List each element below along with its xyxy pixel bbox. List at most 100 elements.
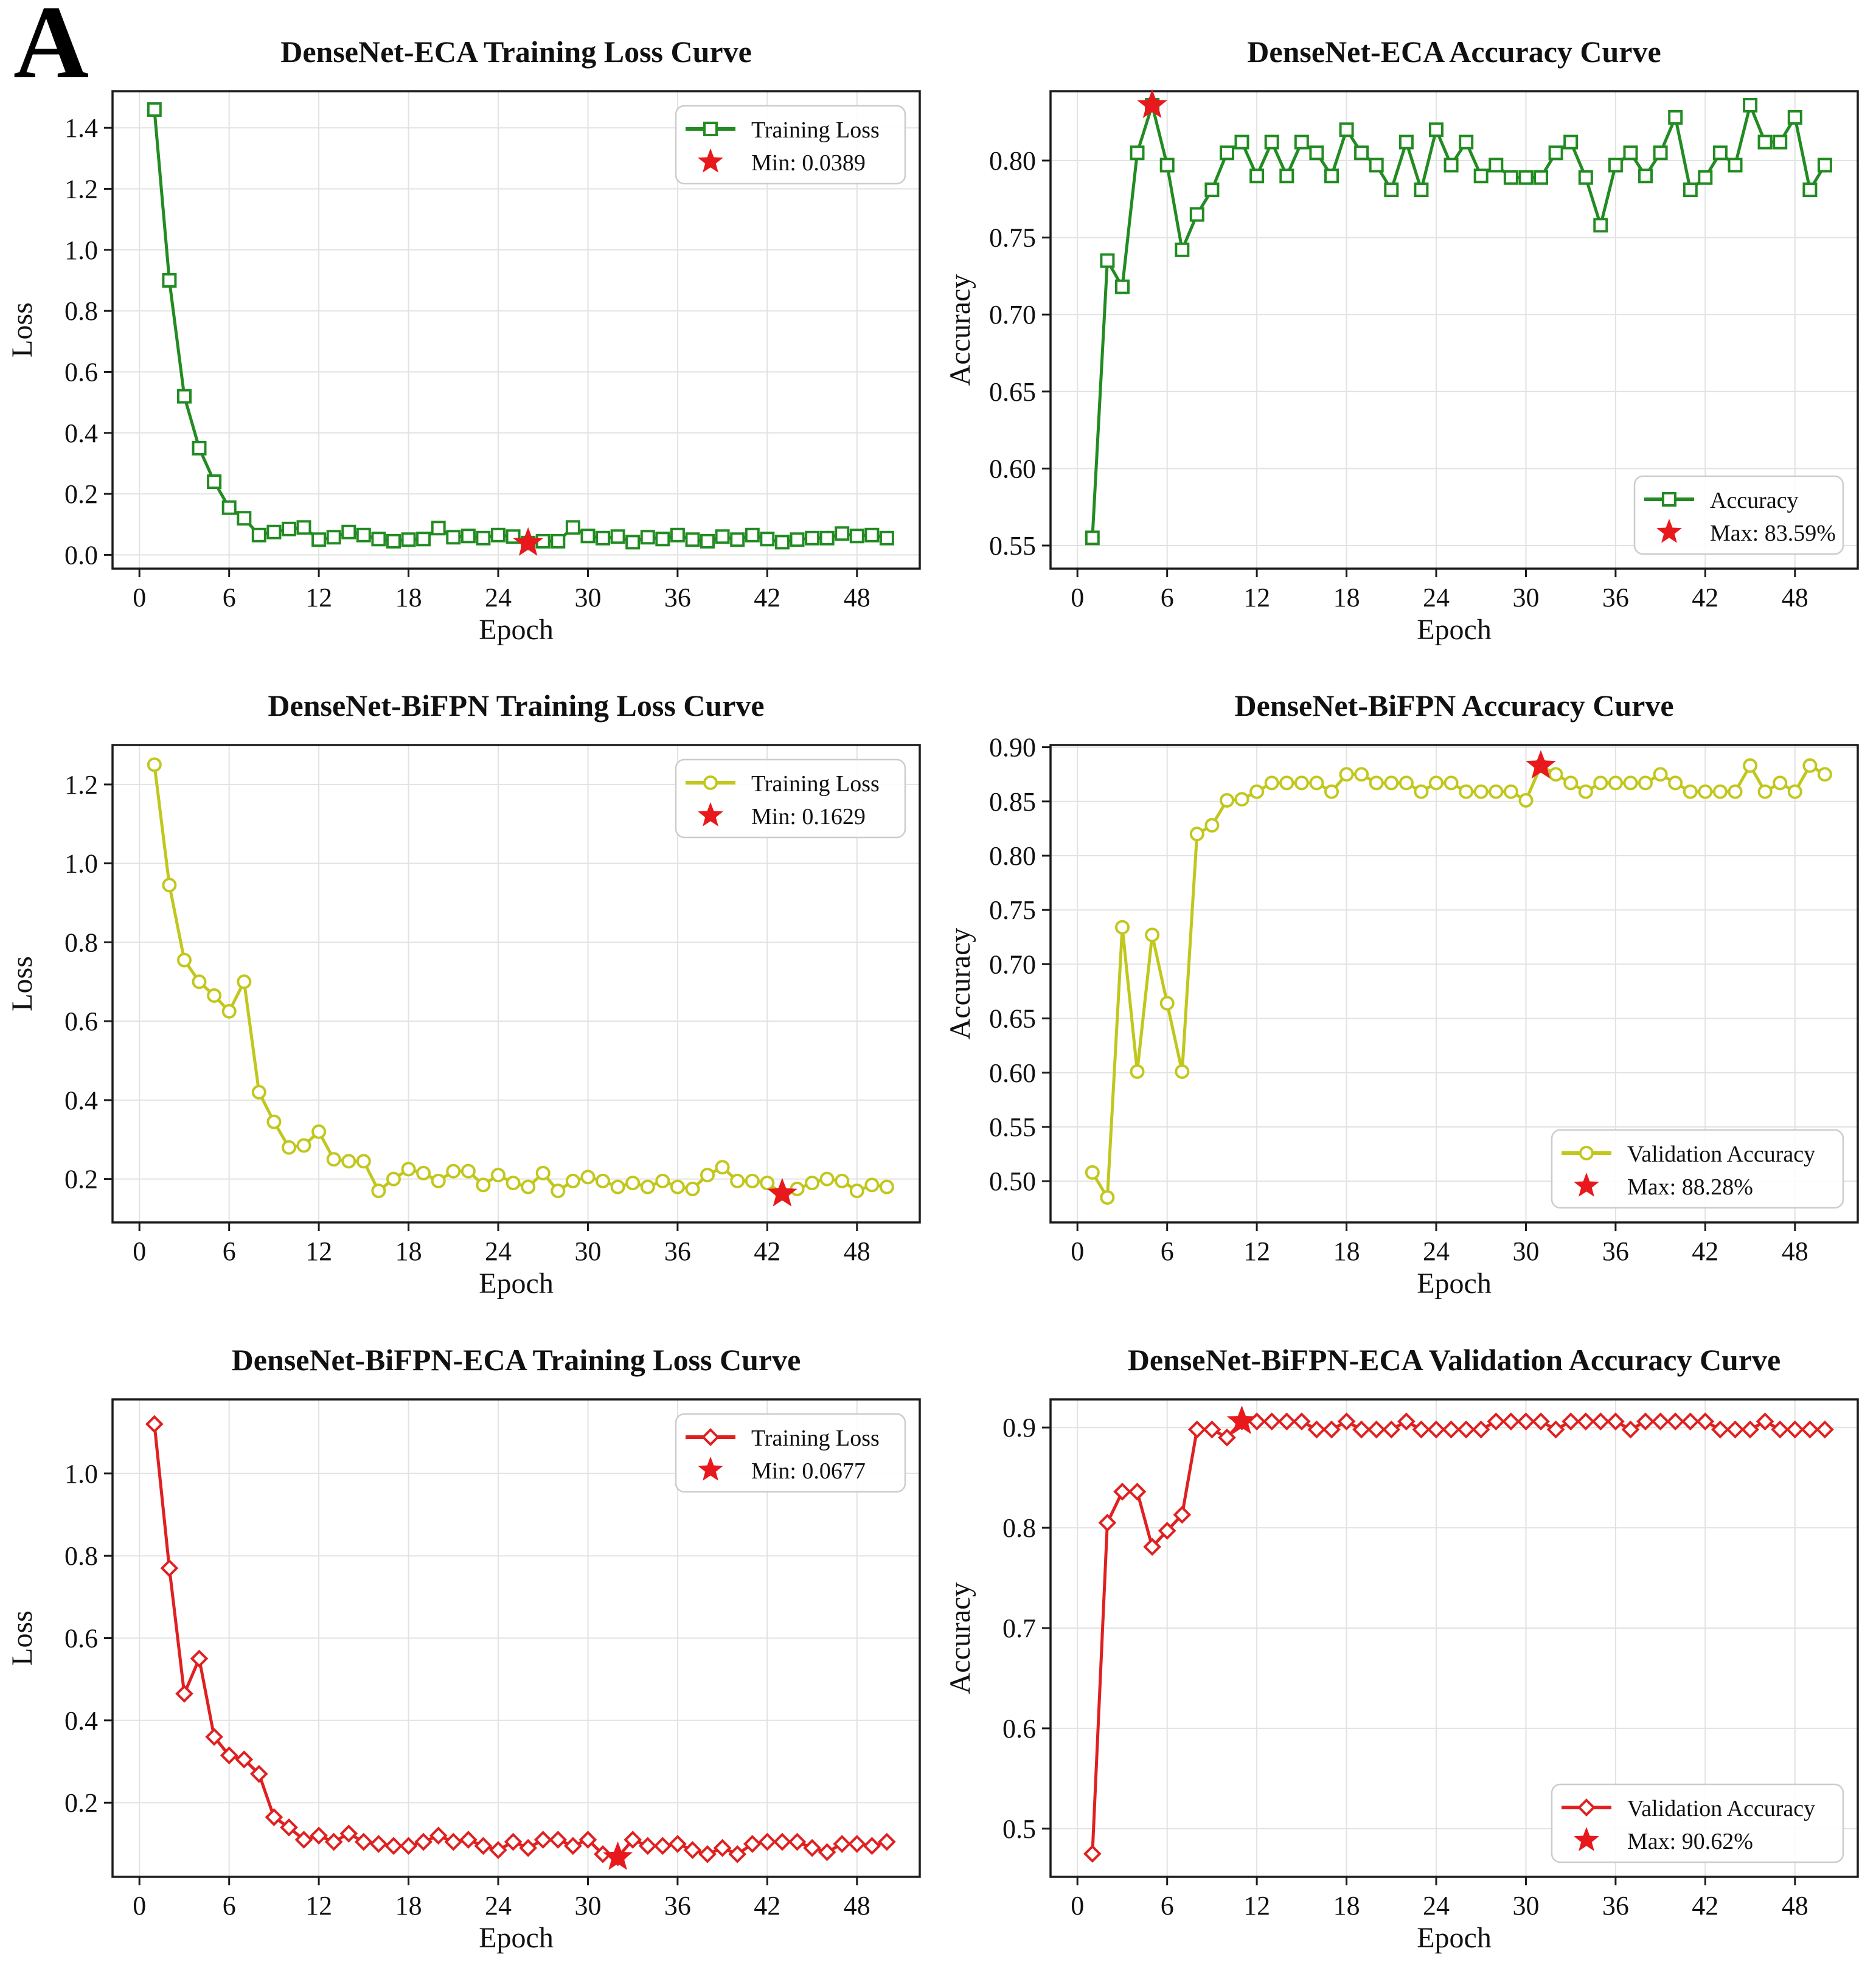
- data-point-marker: [685, 1181, 700, 1196]
- data-point-marker: [1414, 182, 1429, 198]
- data-point-marker: [878, 1832, 896, 1851]
- data-point-marker: [1741, 1420, 1759, 1439]
- data-point-marker: [1698, 170, 1713, 185]
- y-axis-label: Loss: [6, 1610, 38, 1666]
- extreme-star-marker: [1137, 89, 1167, 119]
- x-tick-label: 30: [575, 1236, 602, 1266]
- data-point-marker: [190, 1649, 209, 1668]
- legend-star-sample: [1656, 519, 1682, 543]
- y-tick-label: 0.50: [989, 1166, 1036, 1196]
- chart-title: DenseNet-ECA Accuracy Curve: [1247, 35, 1661, 69]
- data-point-marker: [1503, 170, 1518, 185]
- data-point-marker: [730, 532, 745, 547]
- densenet-eca-training-loss-plot: 0 6 12 18 24 30 36 42 48 0.0 0.2 0.4 0.6 0.8 1.0 1.2 1.4…: [6, 35, 921, 646]
- legend-box: [675, 105, 906, 185]
- data-point-marker: [1743, 758, 1758, 773]
- data-point-marker: [1607, 1412, 1625, 1431]
- legend-star-sample: [698, 802, 723, 827]
- x-tick-label: 42: [754, 1891, 780, 1921]
- data-point-marker: [1668, 110, 1683, 125]
- data-point-marker: [864, 1177, 880, 1193]
- data-point-marker: [610, 529, 625, 544]
- data-point-marker: [1577, 1798, 1596, 1817]
- data-point-marker: [1457, 1420, 1476, 1439]
- data-point-marker: [1489, 784, 1504, 799]
- legend: Training Loss Min: 0.1629: [675, 758, 906, 839]
- densenet-eca-training-loss-chart: 0 6 12 18 24 30 36 42 48 0.0 0.2 0.4 0.6 0.8 1.0 1.2 1.4…: [0, 0, 938, 654]
- x-tick-label: 30: [1513, 1236, 1540, 1266]
- data-point-marker: [728, 1845, 747, 1863]
- data-point-marker: [1309, 775, 1324, 791]
- data-point-marker: [371, 1184, 386, 1199]
- data-point-marker: [551, 1184, 566, 1199]
- y-tick-label: 0.8: [64, 1541, 98, 1571]
- data-point-marker: [1653, 145, 1668, 161]
- data-point-marker: [429, 1826, 448, 1845]
- data-point-marker: [700, 533, 715, 549]
- data-point-marker: [1294, 775, 1309, 791]
- chart-title: DenseNet-BiFPN-ECA Validation Accuracy C…: [1128, 1343, 1781, 1377]
- y-tick-label: 0.60: [989, 454, 1036, 483]
- x-tick-label: 0: [1071, 1891, 1084, 1921]
- data-point-marker: [1487, 1412, 1506, 1431]
- data-point-marker: [713, 1839, 732, 1857]
- data-point-marker: [551, 533, 566, 549]
- legend-star-sample: [1574, 1173, 1599, 1197]
- data-point-marker: [1382, 1420, 1401, 1439]
- data-point-marker: [1429, 122, 1443, 137]
- legend: Validation Accuracy Max: 88.28%: [1551, 1129, 1844, 1209]
- legend: Training Loss Min: 0.0677: [675, 1413, 906, 1493]
- x-tick-label: 48: [844, 583, 870, 612]
- legend-star-sample: [698, 1457, 723, 1481]
- data-point-marker: [1203, 1420, 1221, 1439]
- x-tick-label: 18: [395, 1891, 422, 1921]
- data-point-marker: [760, 532, 775, 547]
- legend: Validation Accuracy Max: 90.62%: [1551, 1783, 1844, 1863]
- data-point-marker: [1546, 1420, 1565, 1439]
- chart-title: DenseNet-BiFPN-ECA Training Loss Curve: [232, 1343, 801, 1377]
- x-tick-label: 48: [1782, 1891, 1808, 1921]
- data-point-marker: [1681, 1412, 1700, 1431]
- x-tick-label: 48: [844, 1236, 870, 1266]
- data-point-marker: [758, 1832, 777, 1851]
- densenet-bifpn-eca-validation-accuracy-plot: 0 6 12 18 24 30 36 42 48 0.5 0.6 0.7 0.8 0.9 DenseNet-…: [944, 1343, 1859, 1954]
- data-point-marker: [1339, 122, 1354, 137]
- data-point-marker: [205, 1728, 223, 1746]
- data-point-marker: [491, 527, 505, 542]
- y-axis-label: Loss: [6, 956, 38, 1011]
- legend-label: Training Loss: [751, 1426, 880, 1451]
- data-point-marker: [653, 1837, 672, 1856]
- data-point-marker: [1516, 1412, 1535, 1431]
- data-point-marker: [1459, 784, 1474, 799]
- data-point-marker: [324, 1832, 343, 1851]
- data-point-marker: [640, 530, 655, 545]
- data-point-marker: [640, 1179, 655, 1194]
- data-point-marker: [683, 1841, 702, 1859]
- y-tick-label: 0.4: [64, 1706, 98, 1736]
- y-tick-label: 0.8: [1002, 1513, 1036, 1543]
- data-point-marker: [1218, 1428, 1236, 1447]
- data-point-marker: [773, 1832, 791, 1851]
- data-point-marker: [294, 1831, 313, 1849]
- data-point-marker: [1158, 1522, 1176, 1540]
- x-tick-label: 42: [754, 1236, 780, 1266]
- y-tick-label: 0.9: [1002, 1413, 1036, 1443]
- legend-label: Validation Accuracy: [1627, 1796, 1815, 1821]
- y-tick-label: 0.8: [64, 927, 98, 957]
- extreme-star-marker: [513, 527, 543, 556]
- data-point-marker: [1159, 158, 1175, 173]
- y-axis-label: Accuracy: [944, 274, 976, 386]
- data-point-marker: [1100, 253, 1115, 268]
- data-point-marker: [1130, 145, 1145, 161]
- x-tick-label: 48: [1782, 583, 1808, 612]
- data-point-marker: [1143, 1537, 1161, 1556]
- y-tick-label: 0.2: [64, 479, 98, 509]
- data-point-marker: [1593, 218, 1608, 233]
- data-point-marker: [1367, 1420, 1386, 1439]
- data-point-marker: [162, 273, 177, 288]
- data-point-marker: [386, 1171, 401, 1187]
- x-tick-label: 48: [1782, 1236, 1808, 1266]
- data-point-marker: [760, 1176, 775, 1191]
- y-tick-label: 0.75: [989, 895, 1036, 925]
